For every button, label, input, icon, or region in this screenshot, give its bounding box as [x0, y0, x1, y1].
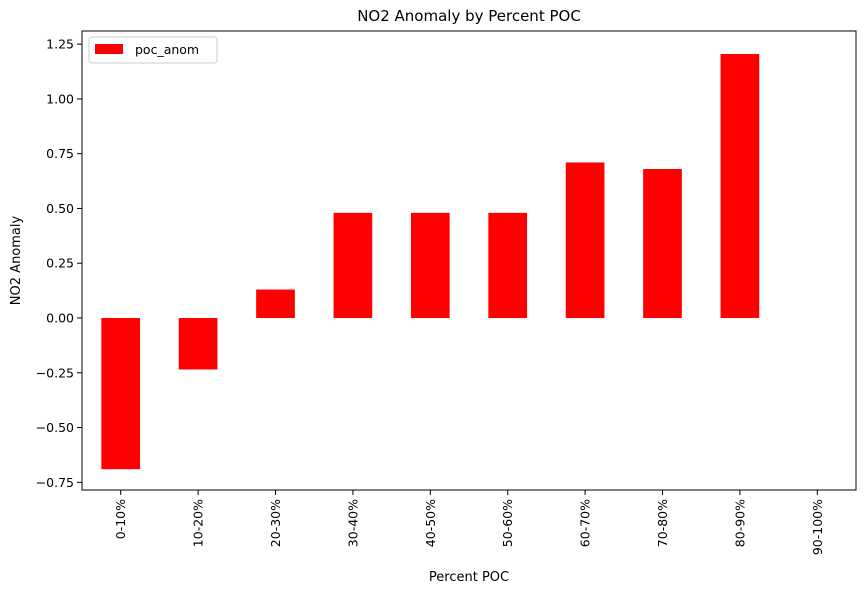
x-axis: 0-10% 10-20% 20-30% 30-40% 40-50% 50-60% 60-70… [113, 490, 825, 555]
y-tick-label: 1.25 [46, 37, 74, 52]
bar-40-50% [410, 212, 450, 319]
legend-box [88, 36, 218, 64]
y-tick-label: −0.25 [36, 365, 74, 380]
y-tick-label: 0.50 [46, 201, 74, 216]
plot-frame [81, 30, 857, 491]
bar-20-30% [256, 289, 295, 319]
y-tick-label: 0.75 [46, 146, 74, 161]
bar-50-60% [488, 212, 528, 319]
x-axis-title: Percent POC [429, 570, 509, 585]
x-tick-label: 20-30% [268, 499, 283, 547]
bar-30-40% [333, 212, 373, 319]
y-tick-label: −0.75 [36, 475, 74, 490]
x-tick-label: 30-40% [345, 499, 360, 547]
y-tick-label: 0.25 [46, 256, 74, 271]
bar-10-20% [178, 318, 218, 370]
bar-60-70% [565, 162, 605, 319]
chart-title: NO2 Anomaly by Percent POC [357, 7, 581, 25]
x-tick-label: 40-50% [423, 499, 438, 547]
x-tick-label: 70-80% [655, 499, 670, 547]
legend-swatch [95, 44, 123, 54]
x-tick-label: 60-70% [578, 499, 593, 547]
x-tick-label: 90-100% [810, 499, 825, 555]
x-tick-label: 80-90% [732, 499, 747, 547]
y-tick-label: −0.50 [36, 420, 74, 435]
plot-area [101, 54, 760, 470]
x-tick-label: 10-20% [191, 499, 206, 547]
y-tick-label: 1.00 [46, 91, 74, 106]
y-axis: −0.75 −0.50 −0.25 0.00 0.25 0.50 0.75 1.00 1.25 [36, 37, 82, 490]
bar-0-10% [101, 318, 141, 470]
x-tick-label: 0-10% [113, 499, 128, 539]
y-tick-label: 0.00 [46, 311, 74, 326]
legend: poc_anom [88, 36, 218, 64]
bar-70-80% [643, 169, 682, 319]
legend-label: poc_anom [135, 42, 199, 57]
x-tick-label: 50-60% [500, 499, 515, 547]
bar-80-90% [720, 54, 760, 319]
y-axis-title: NO2 Anomaly [9, 216, 24, 306]
